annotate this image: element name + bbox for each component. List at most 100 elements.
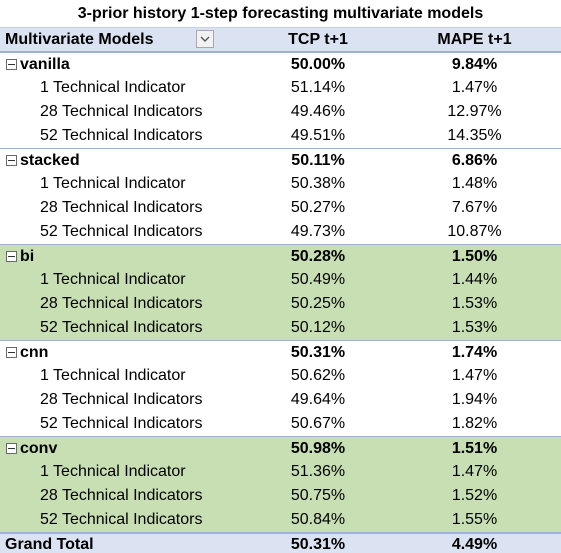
group-row-conv: conv 50.98% 1.51% [0,436,561,460]
header-tcp: TCP t+1 [288,30,348,48]
row-label: 28 Technical Indicators [40,487,203,504]
group-row-vanilla: vanilla 50.00% 9.84% [0,52,561,76]
row-tcp: 49.64% [290,391,346,408]
row-mape: 1.44% [451,271,498,288]
group-name: stacked [20,151,80,169]
header-row: Multivariate Models TCP t+1 MAPE t+1 [0,28,561,52]
header-models: Multivariate Models [5,30,154,48]
row-tcp: 50.27% [290,199,346,216]
row-tcp: 51.14% [290,79,346,96]
group-label: cnn [0,344,248,362]
table-row: 1 Technical Indicator 50.49% 1.44% [0,268,561,292]
row-mape: 14.35% [447,127,502,144]
group-mape: 1.50% [451,247,498,265]
row-label: 52 Technical Indicators [40,511,203,528]
row-label: 28 Technical Indicators [40,103,203,120]
row-mape: 1.47% [451,367,498,384]
filter-dropdown-button[interactable] [196,30,214,48]
group-label: bi [0,248,248,266]
group-mape: 6.86% [451,151,498,169]
group-label: vanilla [0,56,248,74]
row-mape: 1.94% [451,391,498,408]
table-row: 28 Technical Indicators 49.64% 1.94% [0,388,561,412]
row-tcp: 49.46% [290,103,346,120]
collapse-toggle-icon[interactable] [6,347,17,358]
grand-total-label: Grand Total [5,535,94,553]
collapse-toggle-icon[interactable] [6,251,17,262]
row-tcp: 50.62% [290,367,346,384]
table-row: 28 Technical Indicators 50.25% 1.53% [0,292,561,316]
table-row: 52 Technical Indicators 50.84% 1.55% [0,508,561,532]
group-mape: 9.84% [451,55,498,73]
row-tcp: 50.67% [290,415,346,432]
group-tcp: 50.31% [290,343,346,361]
row-mape: 1.47% [451,463,498,480]
collapse-toggle-icon[interactable] [6,155,17,166]
table-row: 52 Technical Indicators 50.67% 1.82% [0,412,561,436]
table-row: 28 Technical Indicators 50.27% 7.67% [0,196,561,220]
group-name: bi [20,247,35,265]
group-row-cnn: cnn 50.31% 1.74% [0,340,561,364]
table-title: 3-prior history 1-step forecasting multi… [0,0,561,28]
group-name: cnn [20,343,49,361]
group-tcp: 50.00% [290,55,346,73]
group-label: conv [0,440,248,458]
row-mape: 1.53% [451,319,498,336]
table-row: 1 Technical Indicator 50.62% 1.47% [0,364,561,388]
table-row: 52 Technical Indicators 49.51% 14.35% [0,124,561,148]
row-tcp: 50.75% [290,487,346,504]
group-row-stacked: stacked 50.11% 6.86% [0,148,561,172]
group-row-bi: bi 50.28% 1.50% [0,244,561,268]
group-mape: 1.51% [451,439,498,457]
row-label: 1 Technical Indicator [40,367,186,384]
row-tcp: 50.25% [290,295,346,312]
row-label: 1 Technical Indicator [40,271,186,288]
row-mape: 1.53% [451,295,498,312]
row-mape: 1.52% [451,487,498,504]
row-label: 28 Technical Indicators [40,391,203,408]
collapse-toggle-icon[interactable] [6,443,17,454]
header-mape: MAPE t+1 [437,30,512,48]
row-mape: 7.67% [451,199,498,216]
grand-total-mape: 4.49% [451,535,498,553]
row-tcp: 50.12% [290,319,346,336]
row-mape: 1.55% [451,511,498,528]
table-row: 1 Technical Indicator 51.36% 1.47% [0,460,561,484]
chevron-down-icon [200,36,210,42]
table-row: 52 Technical Indicators 50.12% 1.53% [0,316,561,340]
group-label: stacked [0,152,248,170]
table-row: 28 Technical Indicators 50.75% 1.52% [0,484,561,508]
group-name: vanilla [20,55,70,73]
row-label: 1 Technical Indicator [40,463,186,480]
grand-total-row: Grand Total 50.31% 4.49% [0,532,561,553]
table-row: 52 Technical Indicators 49.73% 10.87% [0,220,561,244]
group-tcp: 50.11% [291,151,345,169]
table-body: vanilla 50.00% 9.84% 1 Technical Indicator 5… [0,52,561,532]
group-name: conv [20,439,58,457]
row-mape: 1.48% [451,175,498,192]
row-label: 52 Technical Indicators [40,223,203,240]
table-row: 28 Technical Indicators 49.46% 12.97% [0,100,561,124]
row-label: 28 Technical Indicators [40,295,203,312]
row-mape: 12.97% [447,103,502,120]
row-tcp: 49.73% [290,223,346,240]
grand-total-tcp: 50.31% [290,535,346,553]
row-tcp: 50.49% [290,271,346,288]
row-label: 28 Technical Indicators [40,199,203,216]
row-label: 52 Technical Indicators [40,127,203,144]
row-label: 1 Technical Indicator [40,175,186,192]
row-label: 52 Technical Indicators [40,319,203,336]
table-row: 1 Technical Indicator 51.14% 1.47% [0,76,561,100]
group-mape: 1.74% [451,343,498,361]
row-label: 1 Technical Indicator [40,79,186,96]
table-title-text: 3-prior history 1-step forecasting multi… [77,4,484,22]
row-label: 52 Technical Indicators [40,415,203,432]
row-mape: 1.47% [451,79,498,96]
row-tcp: 50.84% [290,511,346,528]
group-tcp: 50.98% [290,439,346,457]
row-tcp: 49.51% [290,127,346,144]
collapse-toggle-icon[interactable] [6,59,17,70]
row-mape: 1.82% [451,415,498,432]
row-mape: 10.87% [447,223,502,240]
